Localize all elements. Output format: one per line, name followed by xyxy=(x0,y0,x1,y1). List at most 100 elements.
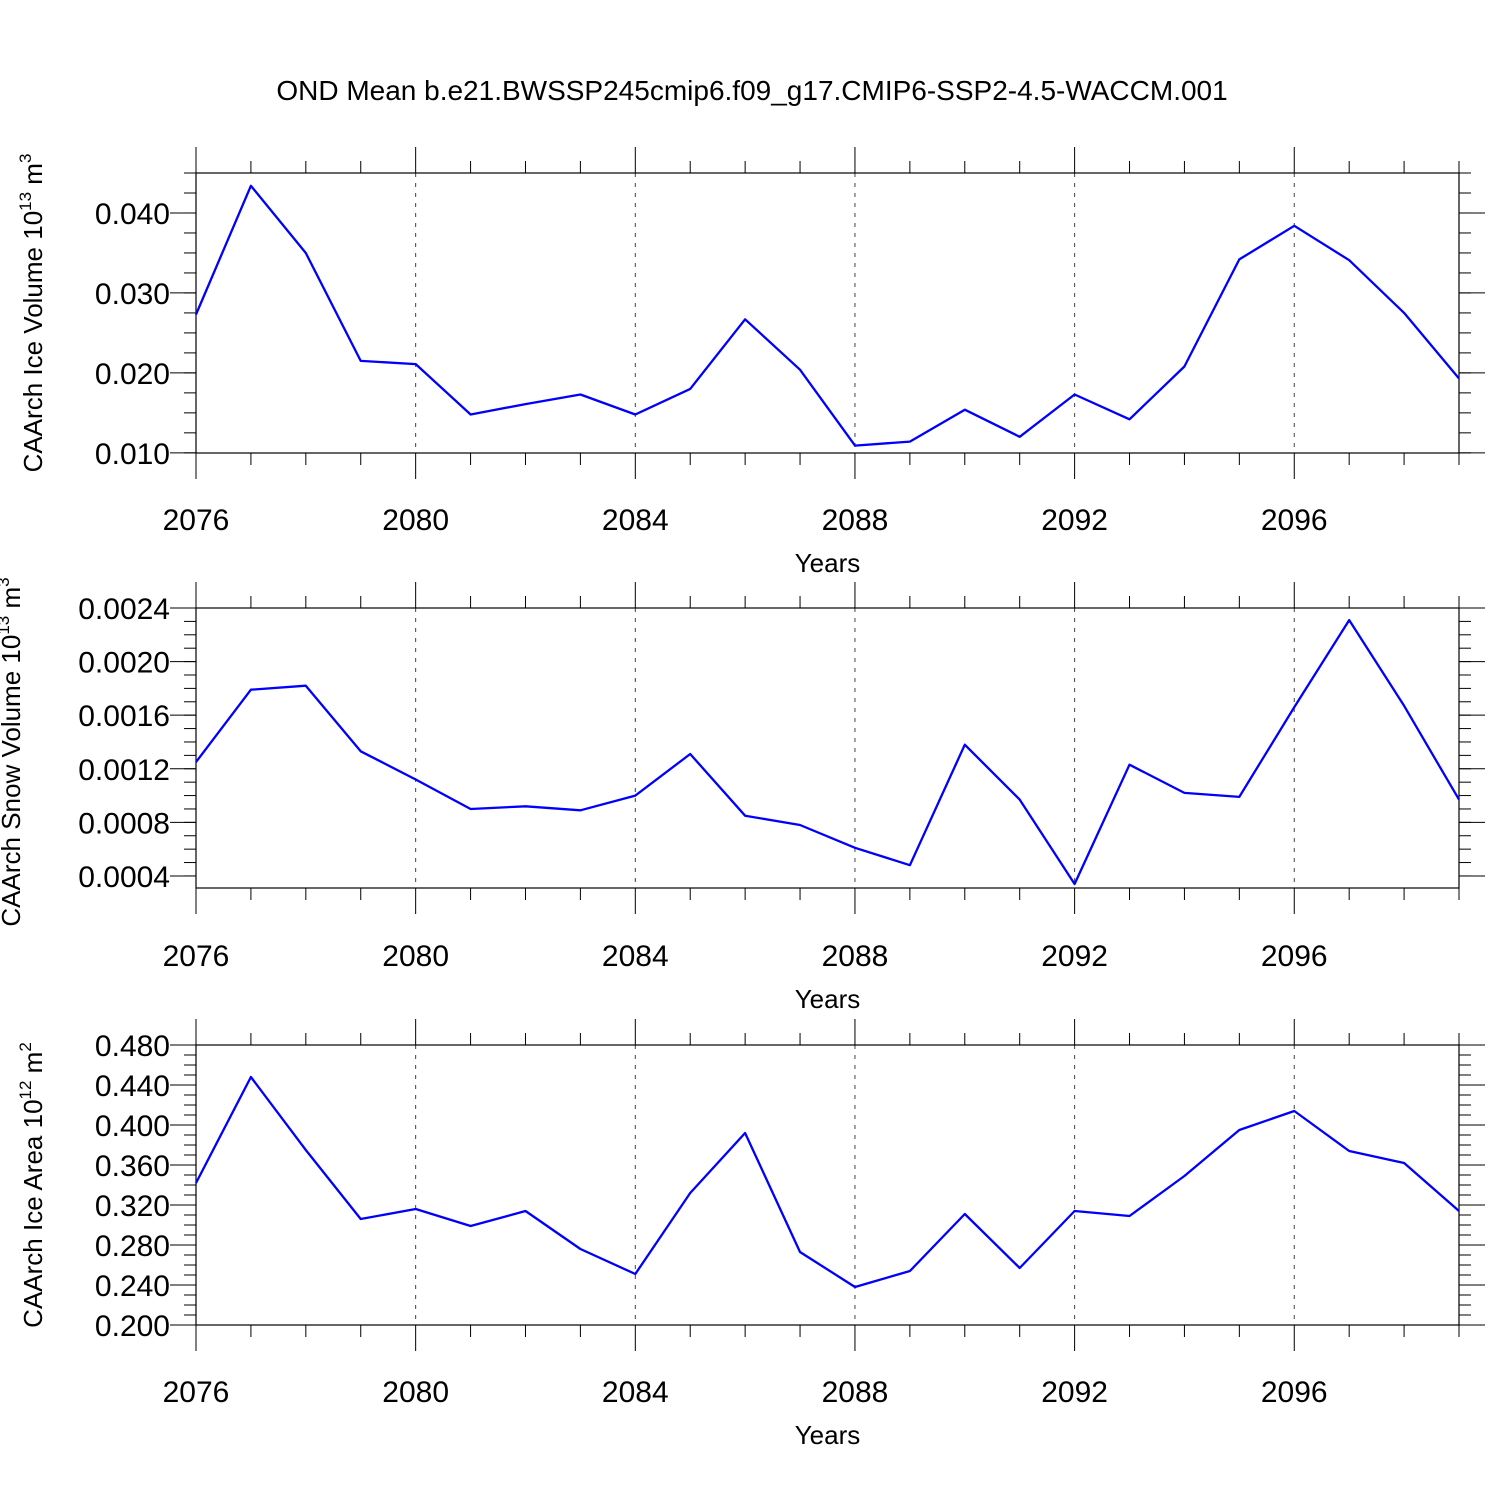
series-line xyxy=(195,618,1460,886)
data-point xyxy=(1347,618,1351,622)
data-point xyxy=(359,749,363,753)
data-point xyxy=(1457,798,1461,802)
y-tick-label: 0.0012 xyxy=(78,754,170,787)
x-tick-label: 2096 xyxy=(1261,1376,1328,1409)
data-point xyxy=(908,1269,912,1273)
data-point xyxy=(469,412,473,416)
data-point xyxy=(1347,1149,1351,1153)
data-point xyxy=(1073,882,1077,886)
plot-frame xyxy=(195,607,1460,889)
data-point xyxy=(688,752,692,756)
y-tick-label: 0.400 xyxy=(95,1110,170,1143)
plot-frame xyxy=(195,1044,1460,1326)
data-point xyxy=(359,1217,363,1221)
data-point xyxy=(798,368,802,372)
data-point xyxy=(1237,795,1241,799)
x-tick-label: 2080 xyxy=(382,940,449,973)
data-point xyxy=(1402,311,1406,315)
data-point xyxy=(523,804,527,808)
y-tick-label: 0.040 xyxy=(95,198,170,231)
data-point xyxy=(194,1181,198,1185)
chart-panel-3: 2076 2080 2084 2088 2092 2096 0.200 0.240 0.280 0… xyxy=(16,1019,1485,1450)
y-axis-label: CAArch Ice Volume 1013 m3 xyxy=(16,154,48,473)
data-point xyxy=(469,1224,473,1228)
x-axis-label: Years xyxy=(795,548,861,578)
data-point xyxy=(1237,257,1241,261)
x-tick-label: 2088 xyxy=(822,1376,889,1409)
data-point xyxy=(194,313,198,317)
data-point xyxy=(633,412,637,416)
y-tick-label: 0.0016 xyxy=(78,700,170,733)
x-tick-label: 2084 xyxy=(602,504,669,537)
data-point xyxy=(523,402,527,406)
x-axis-label: Years xyxy=(795,1420,861,1450)
data-point xyxy=(798,1250,802,1254)
series-line xyxy=(194,184,1460,447)
x-tick-label: 2084 xyxy=(602,940,669,973)
data-point xyxy=(908,863,912,867)
x-tick-label: 2080 xyxy=(382,1376,449,1409)
y-tick-label: 0.0008 xyxy=(78,807,170,840)
data-point xyxy=(1182,791,1186,795)
data-point xyxy=(633,794,637,798)
x-tick-label: 2092 xyxy=(1041,504,1108,537)
x-tick-label: 2076 xyxy=(163,940,230,973)
x-tick-label: 2084 xyxy=(602,1376,669,1409)
y-tick-label: 0.440 xyxy=(95,1070,170,1103)
data-point xyxy=(853,444,857,448)
data-point xyxy=(688,387,692,391)
y-tick-label: 0.360 xyxy=(95,1150,170,1183)
chart-panel-2: 2076 2080 2084 2088 2092 2096 0.0004 0.0008 0.00… xyxy=(0,577,1485,1014)
data-point xyxy=(249,688,253,692)
y-tick-label: 0.480 xyxy=(95,1030,170,1063)
data-point xyxy=(743,814,747,818)
data-point xyxy=(359,359,363,363)
data-point xyxy=(1402,1161,1406,1165)
data-point xyxy=(578,808,582,812)
plot-frame xyxy=(195,172,1460,454)
y-tick-label: 0.0004 xyxy=(78,861,170,894)
data-point xyxy=(1018,798,1022,802)
data-point xyxy=(963,1212,967,1216)
data-point xyxy=(798,823,802,827)
data-point xyxy=(523,1209,527,1213)
x-tick-label: 2092 xyxy=(1041,940,1108,973)
data-point xyxy=(304,251,308,255)
data-point xyxy=(1457,376,1461,380)
data-point xyxy=(688,1191,692,1195)
data-point xyxy=(1018,1266,1022,1270)
data-point xyxy=(469,807,473,811)
series-line xyxy=(194,1075,1460,1289)
data-point xyxy=(1182,364,1186,368)
x-tick-label: 2096 xyxy=(1261,504,1328,537)
data-point xyxy=(963,408,967,412)
y-tick-label: 0.240 xyxy=(95,1270,170,1303)
data-point xyxy=(853,1285,857,1289)
y-tick-label: 0.280 xyxy=(95,1230,170,1263)
data-point xyxy=(1292,705,1296,709)
data-point xyxy=(194,760,198,764)
data-point xyxy=(853,846,857,850)
data-point xyxy=(1018,435,1022,439)
y-tick-label: 0.020 xyxy=(95,358,170,391)
data-point xyxy=(1292,1109,1296,1113)
data-point xyxy=(908,440,912,444)
x-tick-label: 2096 xyxy=(1261,940,1328,973)
data-point xyxy=(963,743,967,747)
y-axis-label: CAArch Snow Volume 1013 m3 xyxy=(0,577,26,926)
data-point xyxy=(304,1148,308,1152)
y-tick-label: 0.030 xyxy=(95,278,170,311)
data-point xyxy=(414,362,418,366)
data-point xyxy=(743,317,747,321)
data-point xyxy=(249,184,253,188)
data-point xyxy=(249,1075,253,1079)
data-point xyxy=(578,1247,582,1251)
data-point xyxy=(1292,224,1296,228)
chart-title: OND Mean b.e21.BWSSP245cmip6.f09_g17.CMI… xyxy=(276,75,1227,106)
x-tick-label: 2088 xyxy=(822,504,889,537)
data-point xyxy=(414,1207,418,1211)
y-tick-label: 0.010 xyxy=(95,438,170,471)
y-tick-label: 0.320 xyxy=(95,1190,170,1223)
data-point xyxy=(1237,1128,1241,1132)
